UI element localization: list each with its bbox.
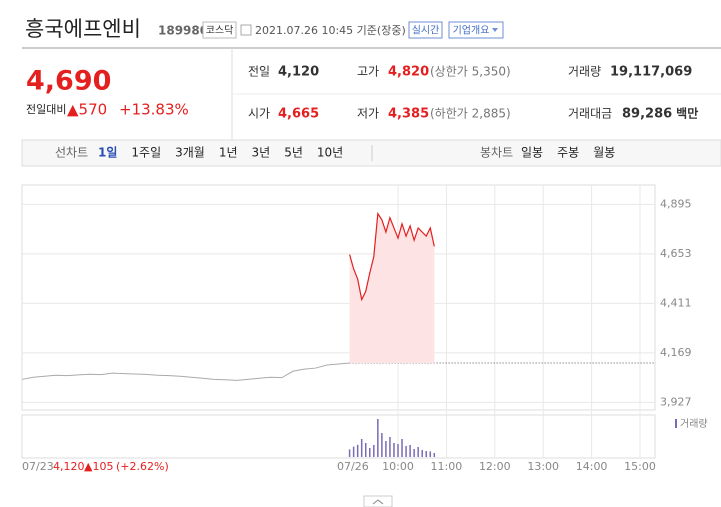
stat-value: 4,120 — [278, 65, 319, 80]
y-tick-label: 4,411 — [660, 296, 692, 309]
stat-label: 거래량 — [568, 65, 601, 79]
realtime-badge — [408, 21, 443, 39]
y-tick-label: 4,653 — [660, 247, 692, 260]
y-tick-label: 4,895 — [660, 197, 692, 210]
volume-bar — [417, 447, 419, 457]
market-text: 코스닥 — [206, 25, 234, 37]
period-tab[interactable]: 1일 — [98, 146, 117, 160]
volume-bar — [385, 441, 387, 457]
candle-tab[interactable]: 주봉 — [557, 146, 579, 160]
prev-day-label: 07/23 — [22, 460, 54, 473]
market-badge — [202, 21, 237, 39]
prev-day-line — [21, 362, 350, 381]
volume-bar — [389, 437, 391, 457]
y-tick-label: 3,927 — [660, 395, 692, 408]
time: 2021.07.26 10:45 기준(장중) — [255, 24, 406, 37]
volume-frame — [21, 414, 656, 459]
stock-name: 흥국에프엔비 — [25, 17, 141, 41]
volume-bar — [393, 443, 395, 457]
volume-bar — [429, 451, 432, 457]
stat-note: (하한가 2,885) — [430, 107, 511, 121]
stock-code: 189980 — [158, 24, 208, 38]
volume-bar — [409, 445, 411, 457]
today-label: 07/26 — [337, 460, 369, 473]
today-area — [349, 213, 435, 363]
y-tick-label: 4,169 — [660, 346, 692, 359]
plot-frame — [21, 184, 656, 411]
period-tab[interactable]: 1주일 — [131, 146, 161, 160]
dropdown-arrow — [492, 28, 498, 32]
summary-rate: (+2.62%) — [116, 460, 169, 473]
change-label: 전일대비 — [26, 102, 66, 116]
volume-bar — [413, 449, 415, 457]
x-tick-label: 12:00 — [479, 460, 511, 473]
volume-bar — [373, 445, 375, 457]
x-tick-label: 14:00 — [576, 460, 608, 473]
candle-tab[interactable]: 월봉 — [593, 146, 615, 160]
volume-bar — [369, 448, 371, 457]
stat-label: 거래대금 — [568, 107, 612, 121]
x-tick-label: 15:00 — [624, 460, 656, 473]
volume-bar — [352, 446, 355, 457]
realtime-text: 실시간 — [412, 25, 440, 37]
candle-tab[interactable]: 일봉 — [521, 146, 543, 160]
collapse-arrow — [372, 499, 384, 505]
volume-bar — [364, 443, 367, 457]
period-tab[interactable]: 5년 — [284, 146, 303, 160]
current-price: 4,690 — [26, 66, 111, 97]
stat-label: 시가 — [248, 107, 270, 121]
period-tab[interactable]: 3년 — [252, 146, 271, 160]
volume-bar — [425, 451, 427, 457]
stat-label: 전일 — [248, 65, 270, 79]
company-button-text[interactable]: 기업개요 — [453, 24, 490, 37]
x-tick-label: 11:00 — [431, 460, 463, 473]
volume-bar — [348, 449, 351, 457]
volume-bar — [421, 450, 423, 457]
company-button[interactable] — [448, 21, 504, 39]
collapse-button[interactable] — [363, 495, 393, 507]
period-tab[interactable]: 1년 — [219, 146, 238, 160]
x-tick-label: 13:00 — [527, 460, 559, 473]
candle-chart-label: 봉차트 — [480, 146, 513, 160]
stat-unit: 백만 — [676, 106, 698, 121]
period-tab[interactable]: 10년 — [317, 146, 343, 160]
volume-legend: 거래량 — [680, 418, 708, 430]
summary-change: ▲105 — [84, 460, 113, 473]
stat-value: 4,665 — [278, 107, 319, 122]
change: ▲570 — [67, 101, 107, 119]
period-tab[interactable]: 3개월 — [175, 146, 205, 160]
stat-value: 4,385 — [388, 107, 429, 122]
volume-bar — [360, 439, 363, 457]
volume-bar — [433, 453, 436, 457]
volume-bar — [356, 444, 359, 457]
today-line — [349, 211, 435, 302]
stat-value: 19,117,069 — [610, 65, 692, 80]
volume-bar — [377, 419, 379, 457]
volume-bar — [381, 433, 383, 457]
x-tick-label: 10:00 — [382, 460, 414, 473]
stat-label: 저가 — [357, 107, 379, 121]
summary-close: 4,120 — [53, 460, 85, 473]
stat-value: 4,820 — [388, 65, 429, 80]
line-chart-label: 선차트 — [55, 146, 88, 160]
calendar-icon — [240, 24, 252, 36]
stat-label: 고가 — [357, 65, 379, 79]
rate: +13.83% — [119, 101, 189, 119]
stat-note: (상한가 5,350) — [430, 65, 511, 79]
volume-bar — [397, 444, 399, 457]
volume-legend-swatch — [675, 419, 677, 428]
volume-bar — [405, 446, 407, 457]
volume-bar — [401, 439, 403, 457]
stat-value: 89,286 — [622, 107, 672, 122]
